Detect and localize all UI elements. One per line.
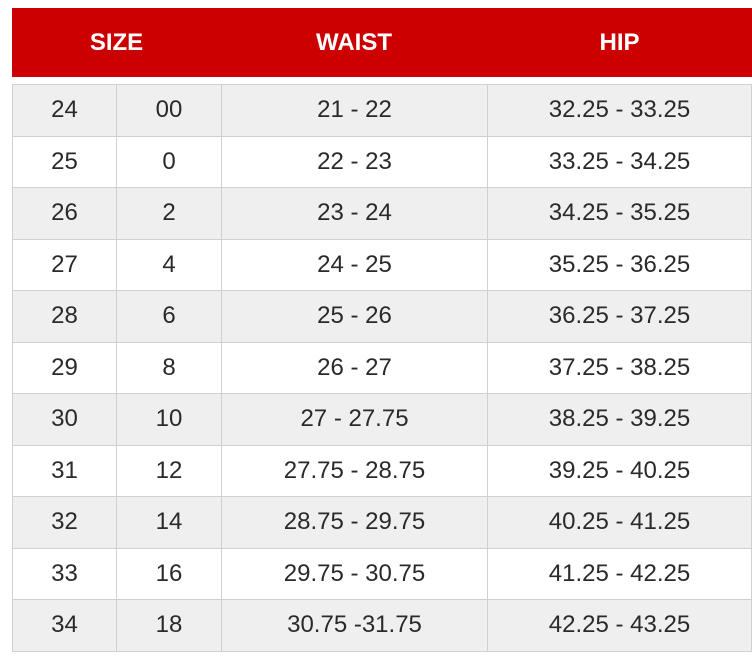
size-numeric-cell: 18 — [116, 599, 222, 652]
size-numeric-cell: 14 — [116, 496, 222, 549]
size-jeans-cell: 25 — [12, 135, 117, 188]
size-jeans-cell: 24 — [12, 84, 117, 137]
hip-cell: 33.25 - 34.25 — [487, 135, 752, 188]
table-header: SIZE WAIST HIP — [12, 8, 752, 77]
size-jeans-cell: 30 — [12, 393, 117, 446]
table-row: 30 10 27 - 27.75 38.25 - 39.25 — [12, 393, 752, 446]
size-numeric-cell: 8 — [116, 341, 222, 394]
waist-cell: 24 - 25 — [221, 238, 488, 291]
hip-cell: 34.25 - 35.25 — [487, 187, 752, 240]
waist-cell: 25 - 26 — [221, 290, 488, 343]
size-numeric-cell: 10 — [116, 393, 222, 446]
table-row: 24 00 21 - 22 32.25 - 33.25 — [12, 84, 752, 137]
size-numeric-cell: 2 — [116, 187, 222, 240]
hip-cell: 37.25 - 38.25 — [487, 341, 752, 394]
size-numeric-cell: 6 — [116, 290, 222, 343]
waist-cell: 22 - 23 — [221, 135, 488, 188]
size-numeric-cell: 4 — [116, 238, 222, 291]
waist-cell: 26 - 27 — [221, 341, 488, 394]
size-jeans-cell: 28 — [12, 290, 117, 343]
size-chart-table: 24 00 21 - 22 32.25 - 33.25 25 0 22 - 23 33.25 … — [12, 84, 752, 652]
table-row: 25 0 22 - 23 33.25 - 34.25 — [12, 135, 752, 188]
waist-cell: 27 - 27.75 — [221, 393, 488, 446]
header-size: SIZE — [89, 28, 144, 56]
waist-cell: 28.75 - 29.75 — [221, 496, 488, 549]
size-jeans-cell: 32 — [12, 496, 117, 549]
table-row: 32 14 28.75 - 29.75 40.25 - 41.25 — [12, 496, 752, 549]
size-jeans-cell: 33 — [12, 547, 117, 600]
table-row: 27 4 24 - 25 35.25 - 36.25 — [12, 238, 752, 291]
hip-cell: 42.25 - 43.25 — [487, 599, 752, 652]
table-row: 26 2 23 - 24 34.25 - 35.25 — [12, 187, 752, 240]
hip-cell: 32.25 - 33.25 — [487, 84, 752, 137]
hip-cell: 36.25 - 37.25 — [487, 290, 752, 343]
hip-cell: 41.25 - 42.25 — [487, 547, 752, 600]
size-numeric-cell: 12 — [116, 444, 222, 497]
table-row: 31 12 27.75 - 28.75 39.25 - 40.25 — [12, 444, 752, 497]
table-row: 29 8 26 - 27 37.25 - 38.25 — [12, 341, 752, 394]
size-jeans-cell: 26 — [12, 187, 117, 240]
hip-cell: 40.25 - 41.25 — [487, 496, 752, 549]
waist-cell: 30.75 -31.75 — [221, 599, 488, 652]
size-numeric-cell: 00 — [116, 84, 222, 137]
size-jeans-cell: 34 — [12, 599, 117, 652]
table-row: 28 6 25 - 26 36.25 - 37.25 — [12, 290, 752, 343]
table-row: 33 16 29.75 - 30.75 41.25 - 42.25 — [12, 547, 752, 600]
size-jeans-cell: 31 — [12, 444, 117, 497]
size-jeans-cell: 29 — [12, 341, 117, 394]
waist-cell: 29.75 - 30.75 — [221, 547, 488, 600]
size-jeans-cell: 27 — [12, 238, 117, 291]
header-waist: WAIST — [316, 28, 392, 56]
waist-cell: 27.75 - 28.75 — [221, 444, 488, 497]
size-numeric-cell: 0 — [116, 135, 222, 188]
hip-cell: 35.25 - 36.25 — [487, 238, 752, 291]
hip-cell: 39.25 - 40.25 — [487, 444, 752, 497]
hip-cell: 38.25 - 39.25 — [487, 393, 752, 446]
waist-cell: 21 - 22 — [221, 84, 488, 137]
header-hip: HIP — [599, 28, 640, 56]
size-numeric-cell: 16 — [116, 547, 222, 600]
waist-cell: 23 - 24 — [221, 187, 488, 240]
table-row: 34 18 30.75 -31.75 42.25 - 43.25 — [12, 599, 752, 652]
